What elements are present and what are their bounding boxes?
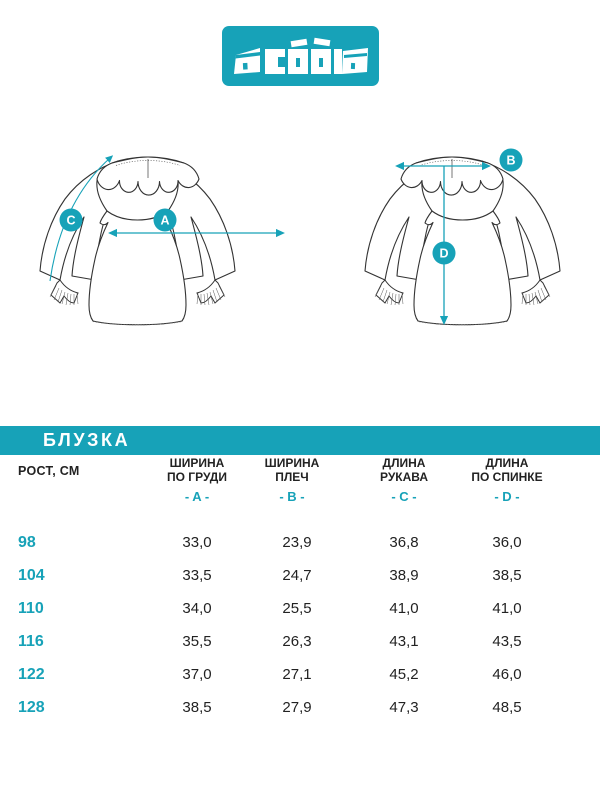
- svg-text:D: D: [439, 247, 448, 261]
- svg-text:A: A: [160, 214, 169, 228]
- svg-text:C: C: [66, 214, 75, 228]
- svg-text:B: B: [506, 154, 515, 168]
